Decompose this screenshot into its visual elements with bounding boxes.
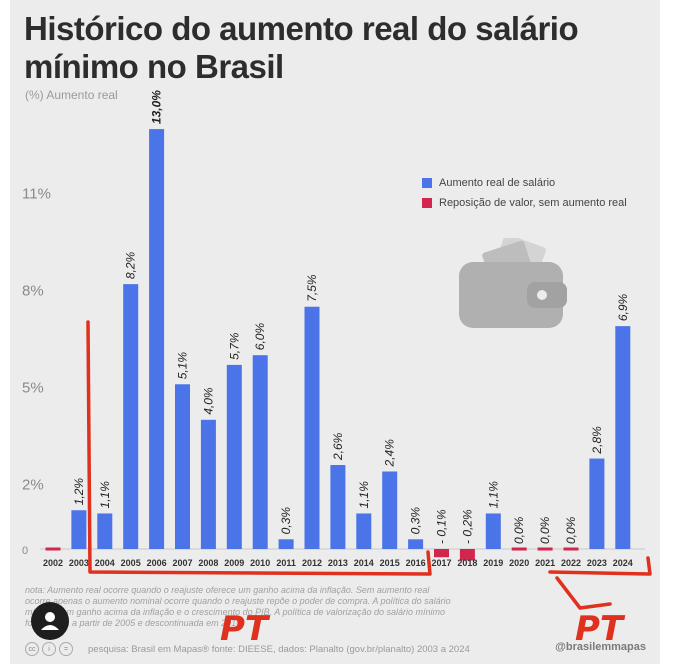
x-tick-label: 2021 — [535, 558, 555, 568]
x-tick-label: 2020 — [509, 558, 529, 568]
legend-swatch-real — [422, 178, 432, 188]
chart-title: Histórico do aumento real do salário mín… — [24, 10, 579, 85]
bar-2022 — [563, 547, 579, 551]
share-alike-icon: = — [59, 642, 73, 656]
y-tick-label: 5% — [22, 380, 44, 397]
data-label: 8,2% — [124, 251, 138, 279]
footer: cc i = pesquisa: Brasil em Mapas® fonte:… — [25, 641, 655, 657]
bar-2018 — [459, 549, 475, 561]
bar-2015 — [382, 471, 398, 549]
data-label: 0,0% — [564, 516, 578, 544]
bar-2011 — [278, 539, 294, 549]
bar-2003 — [71, 510, 87, 549]
bar-2005 — [123, 284, 139, 549]
bar-2016 — [408, 539, 424, 549]
data-label: 1,2% — [72, 478, 86, 506]
data-label: 13,0% — [150, 90, 164, 124]
x-tick-label: 2010 — [250, 558, 270, 568]
watermark-handle: @brasilemmapas — [555, 641, 646, 653]
x-tick-label: 2023 — [587, 558, 607, 568]
data-label: - 0,2% — [460, 509, 474, 544]
data-label: 2,6% — [331, 432, 345, 461]
x-tick-label: 2006 — [147, 558, 167, 568]
bar-2010 — [252, 355, 268, 549]
footer-source: pesquisa: Brasil em Mapas® fonte: DIEESE… — [88, 643, 470, 655]
x-tick-label: 2016 — [406, 558, 426, 568]
bar-2004 — [97, 513, 113, 549]
x-tick-label: 2009 — [224, 558, 244, 568]
x-tick-label: 2002 — [43, 558, 63, 568]
x-tick-label: 2017 — [431, 558, 451, 568]
data-label: 0,0% — [512, 516, 526, 544]
avatar-icon[interactable] — [31, 602, 69, 640]
bar-2012 — [304, 306, 320, 549]
x-tick-label: 2004 — [95, 558, 115, 568]
y-tick-label: 11% — [22, 186, 51, 203]
x-tick-label: 2007 — [172, 558, 192, 568]
x-tick-label: 2005 — [121, 558, 141, 568]
data-label: - 0,1% — [435, 509, 449, 544]
legend-item-reposicao: Reposição de valor, sem aumento real — [422, 193, 627, 213]
bar-2021 — [537, 547, 553, 551]
x-tick-label: 2022 — [561, 558, 581, 568]
attribution-icon: i — [42, 642, 56, 656]
bar-2017 — [434, 549, 449, 558]
chart-panel: Histórico do aumento real do salário mín… — [10, 0, 660, 664]
footnote: nota: Aumento real ocorre quando o reaju… — [25, 585, 451, 628]
data-label: 2,4% — [383, 439, 397, 468]
x-tick-label: 2015 — [380, 558, 400, 568]
x-tick-label: 2019 — [483, 558, 503, 568]
bar-2014 — [356, 513, 372, 549]
data-label: 1,1% — [98, 481, 112, 509]
data-label: 0,3% — [409, 507, 423, 535]
data-label: 1,1% — [486, 481, 500, 509]
data-label: 4,0% — [201, 387, 215, 415]
data-label: 1,1% — [357, 481, 371, 509]
bar-2002 — [45, 547, 61, 551]
x-tick-label: 2013 — [328, 558, 348, 568]
bar-2008 — [200, 419, 216, 549]
bar-2023 — [589, 458, 605, 549]
bar-2013 — [330, 465, 346, 549]
data-label: 0,3% — [279, 507, 293, 535]
x-tick-label: 2024 — [613, 558, 633, 568]
x-tick-label: 2003 — [69, 558, 89, 568]
data-label: 5,1% — [176, 352, 190, 380]
y-axis-label: (%) Aumento real — [25, 88, 118, 102]
data-label: 7,5% — [305, 274, 319, 302]
bar-2006 — [149, 129, 165, 549]
wallet-icon — [459, 238, 567, 328]
legend-swatch-reposicao — [422, 198, 432, 208]
legend-item-real: Aumento real de salário — [422, 173, 627, 193]
data-label: 6,0% — [253, 323, 267, 351]
x-tick-label: 2012 — [302, 558, 322, 568]
bar-2007 — [175, 384, 190, 549]
data-label: 5,7% — [227, 332, 241, 360]
x-tick-label: 2014 — [354, 558, 374, 568]
y-tick-label: 8% — [22, 283, 44, 300]
x-tick-label: 2008 — [198, 558, 218, 568]
y-tick-label: 0 — [22, 545, 28, 557]
data-label: 0,0% — [538, 516, 552, 544]
legend-label-reposicao: Reposição de valor, sem aumento real — [439, 197, 627, 209]
bar-2024 — [615, 326, 631, 549]
x-tick-label: 2011 — [276, 558, 296, 568]
bar-2009 — [226, 364, 242, 549]
data-label: 2,8% — [590, 426, 604, 455]
bar-2019 — [485, 513, 501, 549]
creative-commons-icon: cc — [25, 642, 39, 656]
y-tick-label: 2% — [22, 476, 44, 493]
data-label: 6,9% — [616, 293, 630, 321]
legend: Aumento real de salário Reposição de val… — [422, 173, 627, 213]
legend-label-real: Aumento real de salário — [439, 177, 556, 189]
bar-2020 — [511, 547, 527, 551]
x-tick-label: 2018 — [457, 558, 477, 568]
